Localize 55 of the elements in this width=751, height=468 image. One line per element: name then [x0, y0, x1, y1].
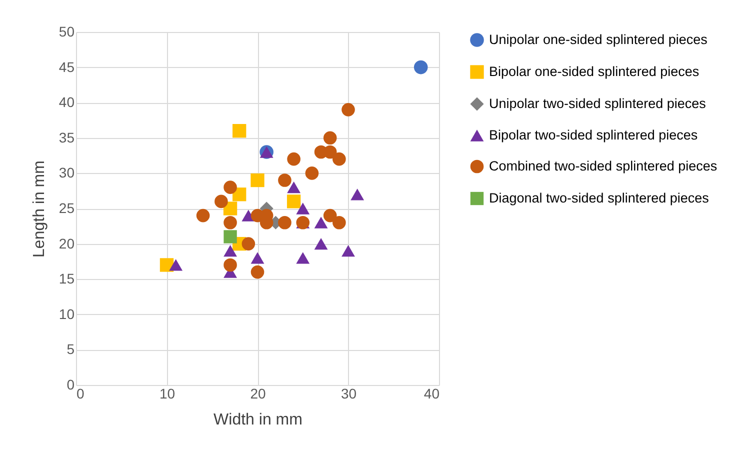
point	[414, 60, 428, 74]
point	[250, 173, 264, 188]
point	[224, 258, 237, 272]
point	[278, 174, 292, 187]
y-axis-title: Length in mm	[30, 160, 48, 258]
legend-label: Unipolar one-sided splintered pieces	[489, 32, 708, 47]
point	[160, 258, 174, 272]
legend-label: Diagonal two-sided splintered pieces	[489, 190, 710, 206]
point	[287, 182, 301, 194]
y-tick-label: 5	[66, 341, 75, 358]
y-tick-label: 45	[58, 58, 75, 75]
point	[314, 238, 328, 250]
x-axis-title: Width in mm	[214, 412, 302, 428]
point	[223, 202, 238, 216]
point	[342, 103, 355, 116]
point	[286, 194, 301, 208]
point	[350, 188, 364, 200]
x-tick-label: 40	[424, 386, 440, 402]
y-tick-label: 35	[58, 129, 75, 146]
point	[287, 152, 300, 166]
point	[232, 124, 246, 138]
point	[323, 208, 337, 222]
point	[214, 194, 228, 208]
point	[224, 245, 237, 257]
y-tick-label: 40	[58, 94, 75, 110]
y-tick-label: 10	[58, 306, 75, 322]
point	[250, 252, 264, 264]
y-tick-label: 20	[58, 235, 75, 252]
point	[224, 230, 237, 244]
point	[342, 245, 355, 257]
point	[332, 152, 346, 166]
point	[305, 166, 319, 180]
x-tick-label: 30	[340, 386, 357, 402]
point	[169, 259, 183, 271]
point	[224, 216, 237, 230]
point	[332, 216, 346, 230]
y-tick-label: 50	[58, 24, 75, 40]
point	[323, 131, 337, 145]
y-tick-label: 25	[58, 200, 75, 216]
x-tick-label: 10	[159, 386, 176, 402]
point	[242, 237, 256, 250]
legend-label: Combined two-sided splintered pieces	[489, 158, 718, 174]
point	[296, 252, 310, 264]
y-tick-label: 15	[58, 270, 75, 287]
point	[224, 180, 237, 194]
x-tick-label: 20	[250, 386, 266, 402]
legend-label: Unipolar two-sided splintered pieces	[489, 96, 706, 111]
point	[296, 202, 310, 214]
point	[196, 208, 210, 222]
point	[314, 216, 328, 228]
legend-label: Bipolar two-sided splintered pieces	[489, 128, 698, 142]
legend-label: Bipolar one-sided splintered pieces	[489, 64, 700, 79]
point	[278, 216, 292, 230]
y-tick-label: 30	[58, 164, 75, 181]
point	[250, 265, 264, 279]
